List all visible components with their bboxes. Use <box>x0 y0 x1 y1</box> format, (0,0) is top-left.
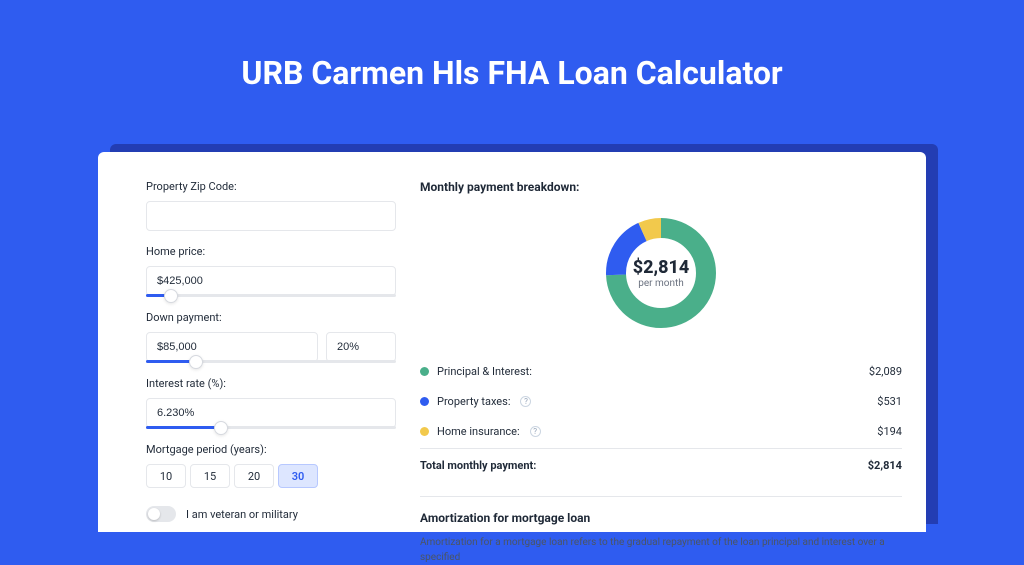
info-icon[interactable]: ? <box>530 426 541 437</box>
donut-subtitle: per month <box>638 278 684 289</box>
field-periods: Mortgage period (years): 10152030 <box>146 443 396 488</box>
breakdown-amount: $531 <box>877 395 902 408</box>
label-interest-rate: Interest rate (%): <box>146 377 396 390</box>
breakdown-amount: $2,089 <box>869 365 902 378</box>
breakdown-row: Principal & Interest: $2,089 <box>420 356 902 386</box>
label-periods: Mortgage period (years): <box>146 443 396 456</box>
period-button-15[interactable]: 15 <box>190 464 230 488</box>
field-down-payment: Down payment: <box>146 311 396 363</box>
label-home-price: Home price: <box>146 245 396 258</box>
donut-center: $2,814 per month <box>596 208 726 338</box>
amortization-title: Amortization for mortgage loan <box>420 496 902 525</box>
slider-thumb-down-payment[interactable] <box>189 355 203 369</box>
label-veteran: I am veteran or military <box>186 508 298 521</box>
slider-home-price[interactable] <box>146 294 396 297</box>
period-button-30[interactable]: 30 <box>278 464 318 488</box>
slider-interest-rate[interactable] <box>146 426 396 429</box>
breakdown-total-row: Total monthly payment: $2,814 <box>420 448 902 480</box>
legend-dot <box>420 397 429 406</box>
label-zip: Property Zip Code: <box>146 180 396 193</box>
field-veteran: I am veteran or military <box>146 506 396 522</box>
donut-chart-wrap: $2,814 per month <box>420 208 902 338</box>
input-down-payment-amount[interactable] <box>146 332 318 362</box>
breakdown-label: Principal & Interest: <box>437 365 532 378</box>
donut-chart: $2,814 per month <box>596 208 726 338</box>
info-icon[interactable]: ? <box>520 396 531 407</box>
page-title: URB Carmen Hls FHA Loan Calculator <box>0 0 1024 118</box>
breakdown-row: Home insurance:? $194 <box>420 416 902 446</box>
amortization-text: Amortization for a mortgage loan refers … <box>420 535 902 565</box>
slider-thumb-home-price[interactable] <box>164 289 178 303</box>
label-down-payment: Down payment: <box>146 311 396 324</box>
field-home-price: Home price: <box>146 245 396 297</box>
slider-fill-interest-rate <box>146 426 221 429</box>
page-root: URB Carmen Hls FHA Loan Calculator Prope… <box>0 0 1024 512</box>
input-interest-rate[interactable] <box>146 398 396 428</box>
toggle-knob <box>148 508 160 520</box>
field-zip: Property Zip Code: <box>146 180 396 231</box>
period-button-10[interactable]: 10 <box>146 464 186 488</box>
breakdown-label: Property taxes: <box>437 395 510 408</box>
slider-down-payment[interactable] <box>146 360 396 363</box>
breakdown-total-amount: $2,814 <box>868 459 902 472</box>
breakdown-column: Monthly payment breakdown: $2,814 per mo… <box>396 180 902 532</box>
breakdown-total-label: Total monthly payment: <box>420 459 536 472</box>
donut-amount: $2,814 <box>633 257 690 278</box>
period-buttons: 10152030 <box>146 464 396 488</box>
breakdown-amount: $194 <box>877 425 902 438</box>
field-interest-rate: Interest rate (%): <box>146 377 396 429</box>
legend-dot <box>420 367 429 376</box>
input-zip[interactable] <box>146 201 396 231</box>
input-home-price[interactable] <box>146 266 396 296</box>
form-column: Property Zip Code: Home price: Down paym… <box>146 180 396 532</box>
toggle-veteran[interactable] <box>146 506 176 522</box>
breakdown-row: Property taxes:? $531 <box>420 386 902 416</box>
period-button-20[interactable]: 20 <box>234 464 274 488</box>
input-down-payment-pct[interactable] <box>326 332 396 362</box>
breakdown-title: Monthly payment breakdown: <box>420 180 902 194</box>
legend-dot <box>420 427 429 436</box>
slider-thumb-interest-rate[interactable] <box>214 421 228 435</box>
calculator-card: Property Zip Code: Home price: Down paym… <box>98 152 926 532</box>
breakdown-label: Home insurance: <box>437 425 520 438</box>
breakdown-list: Principal & Interest: $2,089 Property taxe… <box>420 356 902 480</box>
